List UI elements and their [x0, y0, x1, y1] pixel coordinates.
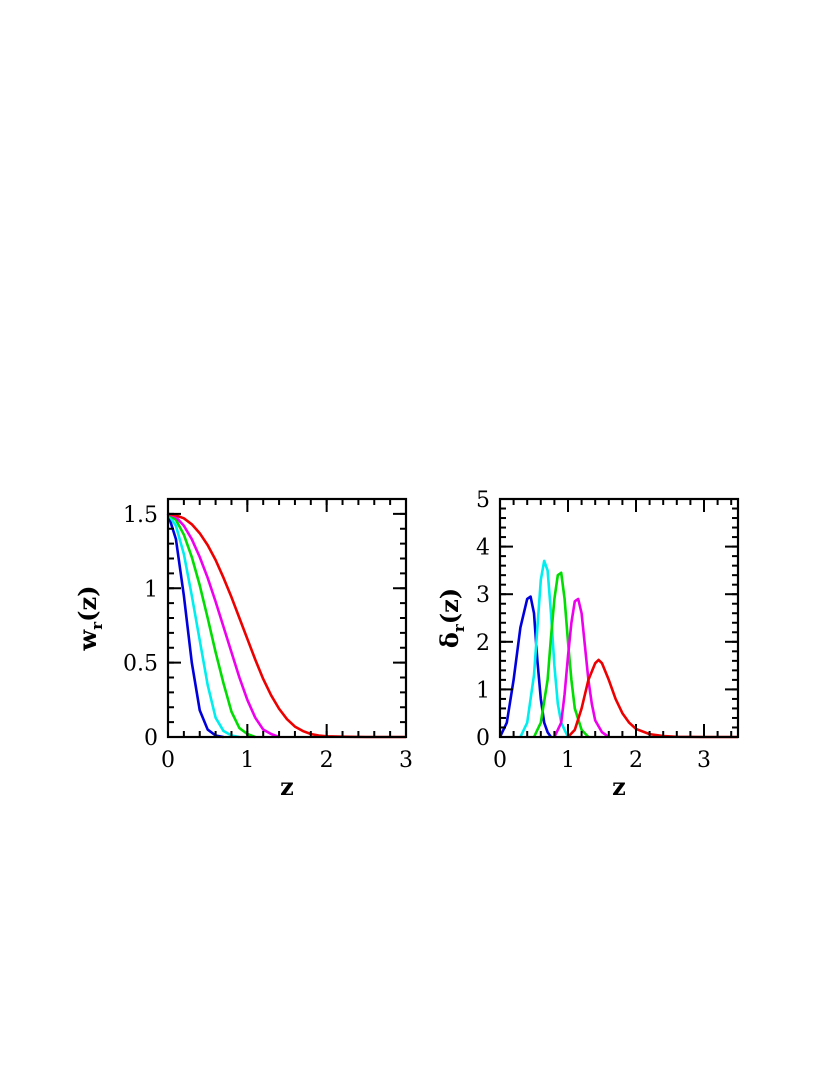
y-tick-label: 1.5	[123, 503, 158, 528]
x-tick-label: 0	[493, 748, 507, 773]
x-tick-label: 3	[697, 748, 711, 773]
series-line-4	[567, 658, 738, 739]
x-tick-label: 2	[320, 748, 334, 773]
left-chart-panel: 0 1 2 3 0 0.5 1 1.5 z wr(z)	[73, 497, 413, 801]
right-chart-panel: 0 1 2 3 0 1 2 3 4 5 z δr(z)	[435, 488, 740, 801]
series-line-2	[167, 512, 256, 739]
x-tick-label: 3	[399, 748, 413, 773]
plot-frame	[166, 497, 408, 739]
series-line-4	[167, 512, 406, 739]
series-line-1	[519, 559, 570, 738]
series-line-0	[498, 595, 553, 738]
series-line-0	[166, 513, 224, 739]
y-tick-label: 1	[476, 678, 490, 703]
series-line-1	[166, 513, 240, 739]
y-tick-label: 2	[476, 631, 490, 656]
y-tick-label: 4	[476, 536, 490, 561]
x-tick-label: 1	[561, 748, 575, 773]
y-tick-label: 0	[144, 726, 158, 751]
y-axis-label: wr(z)	[73, 586, 106, 652]
y-axis-label: δr(z)	[435, 588, 468, 648]
y-tick-label: 5	[476, 488, 490, 513]
x-axis-label: z	[280, 772, 294, 801]
y-tick-label: 1	[144, 577, 158, 602]
y-tick-label: 0.5	[123, 652, 158, 677]
y-tick-label: 0	[476, 726, 490, 751]
series-line-3	[553, 597, 610, 739]
x-tick-label: 2	[629, 748, 643, 773]
x-tick-label: 1	[240, 748, 254, 773]
series-line-3	[167, 512, 280, 739]
x-axis-label: z	[612, 772, 626, 801]
plot-frame	[498, 497, 740, 739]
series-line-2	[532, 571, 590, 738]
x-tick-label: 0	[161, 748, 175, 773]
y-tick-label: 3	[476, 583, 490, 608]
